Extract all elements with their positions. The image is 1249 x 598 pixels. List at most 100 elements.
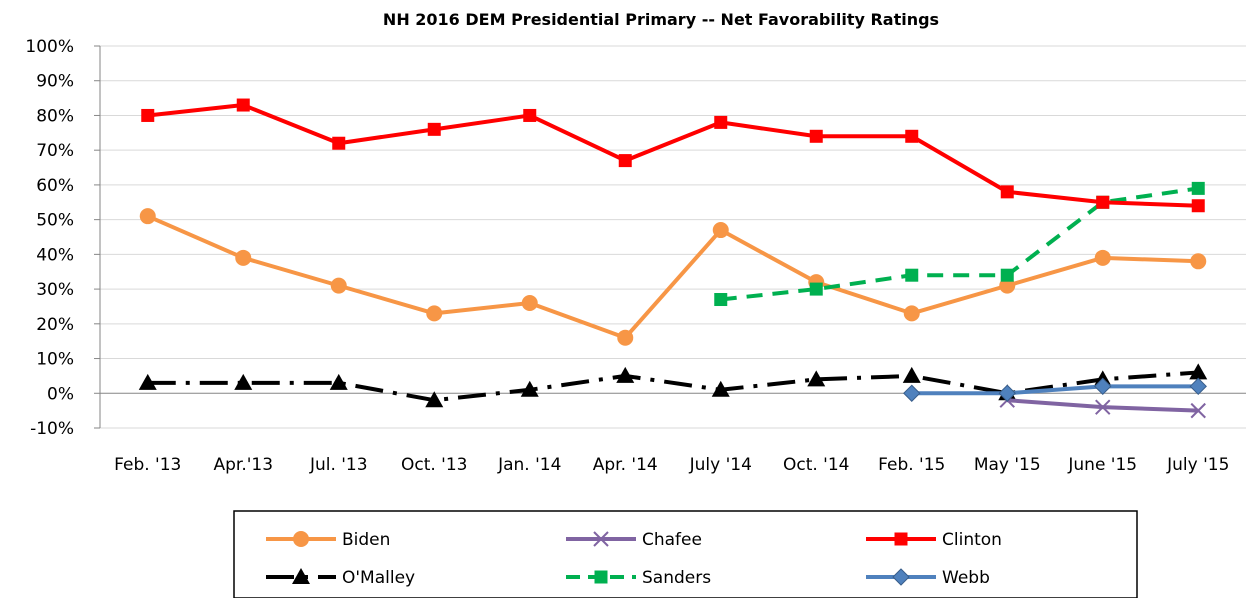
series-line-chafee: [1007, 398, 1199, 413]
x-tick-label: July '14: [689, 455, 752, 475]
legend-marker-omalley: [292, 568, 310, 584]
legend-item-sanders: Sanders: [566, 568, 711, 588]
legend-item-omalley: O'Malley: [266, 568, 415, 588]
data-point-sanders: [905, 268, 919, 282]
data-point-chafee: [1095, 399, 1111, 415]
data-point-webb: [998, 384, 1016, 402]
legend-marker-chafee: [593, 531, 609, 547]
y-axis-ticks: -10% 0% 10% 20% 30% 40% 50% 60% 70% 80% 90% 100%: [25, 37, 74, 439]
data-point-omalley: [711, 380, 730, 397]
data-point-clinton: [523, 108, 537, 122]
y-tick-label: 80%: [36, 106, 74, 126]
data-point-clinton: [1096, 195, 1110, 209]
y-tick-label: 10%: [36, 350, 74, 370]
data-point-biden: [139, 208, 156, 225]
legend-label: Clinton: [942, 530, 1002, 550]
series-line-biden: [146, 214, 1199, 340]
x-tick-label: July '15: [1166, 455, 1229, 475]
data-point-sanders: [714, 293, 728, 307]
legend-label: O'Malley: [342, 568, 415, 588]
data-point-clinton: [1191, 199, 1205, 213]
series-omalley: [138, 363, 1208, 408]
chart-title: NH 2016 DEM Presidential Primary -- Net …: [383, 10, 939, 29]
data-point-chafee: [1190, 402, 1206, 419]
data-point-omalley: [1189, 363, 1208, 380]
legend-marker-sanders: [594, 570, 608, 584]
series-group: [138, 98, 1208, 419]
legend-marker-webb: [892, 568, 910, 586]
y-tick-label: 100%: [25, 37, 74, 57]
data-point-webb: [903, 384, 921, 402]
y-tick-label: 30%: [36, 280, 74, 300]
legend-item-chafee: Chafee: [566, 530, 702, 550]
data-point-omalley: [616, 366, 635, 383]
y-tick-label: -10%: [30, 419, 74, 439]
series-line-omalley: [147, 370, 1199, 403]
legend: Biden Chafee Clinton O'Malley Sanders Webb: [233, 510, 1138, 598]
x-tick-label: Oct. '13: [401, 455, 468, 475]
data-point-biden: [330, 277, 347, 294]
legend-label: Biden: [342, 530, 390, 550]
y-tick-label: 50%: [36, 211, 74, 231]
series-chafee: [999, 392, 1206, 419]
y-tick-label: 0%: [47, 384, 74, 404]
data-point-clinton: [332, 136, 346, 150]
y-tick-label: 60%: [36, 176, 74, 196]
data-point-biden: [1190, 253, 1207, 270]
y-tick-label: 70%: [36, 141, 74, 161]
legend-item-clinton: Clinton: [866, 530, 1002, 550]
x-tick-label: Apr. '14: [593, 455, 658, 475]
data-point-sanders: [1191, 181, 1205, 195]
data-point-biden: [903, 305, 920, 322]
x-tick-label: May '15: [974, 455, 1041, 475]
data-point-clinton: [618, 154, 632, 168]
legend-item-biden: Biden: [266, 530, 390, 550]
series-line-sanders: [720, 186, 1199, 302]
legend-item-webb: Webb: [866, 568, 990, 588]
data-point-sanders: [809, 282, 823, 296]
gridlines: [100, 45, 1246, 429]
data-point-clinton: [1000, 185, 1014, 199]
data-point-omalley: [329, 373, 348, 390]
legend-marker-clinton: [894, 532, 908, 546]
x-axis-ticks: Feb. '13 Apr.'13 Jul. '13 Oct. '13 Jan. '14 A…: [114, 455, 1229, 475]
data-point-sanders: [1000, 268, 1014, 282]
series-sanders: [714, 181, 1205, 307]
data-point-clinton: [905, 129, 919, 143]
x-tick-label: Jan. '14: [497, 455, 561, 475]
x-tick-label: Apr.'13: [213, 455, 273, 475]
data-point-webb: [1189, 377, 1207, 396]
data-point-omalley: [807, 370, 826, 387]
series-line-webb: [911, 384, 1199, 396]
data-point-clinton: [714, 115, 728, 129]
y-tick-label: 90%: [36, 72, 74, 92]
data-point-omalley: [520, 380, 539, 397]
data-point-clinton: [236, 98, 250, 112]
legend-label: Sanders: [642, 568, 711, 588]
data-point-biden: [521, 294, 538, 311]
x-tick-label: Jul. '13: [309, 455, 368, 475]
data-point-biden: [617, 329, 634, 346]
data-point-webb: [1094, 377, 1112, 396]
legend-box: [233, 510, 1138, 598]
data-point-biden: [1094, 249, 1111, 266]
data-point-biden: [712, 222, 729, 239]
legend-marker-biden: [293, 531, 309, 547]
data-point-clinton: [141, 108, 155, 122]
data-point-omalley: [234, 373, 253, 390]
data-point-biden: [426, 305, 443, 322]
data-point-biden: [235, 249, 252, 266]
data-point-omalley: [425, 391, 444, 408]
data-point-omalley: [902, 366, 921, 383]
series-biden: [139, 208, 1207, 346]
series-clinton: [141, 98, 1205, 213]
series-line-clinton: [147, 103, 1199, 208]
legend-label: Webb: [942, 568, 990, 588]
data-point-omalley: [138, 373, 157, 390]
x-tick-label: June '15: [1067, 455, 1137, 475]
x-tick-label: Oct. '14: [783, 455, 850, 475]
x-tick-label: Feb. '13: [114, 455, 181, 475]
data-point-clinton: [427, 122, 441, 136]
axes: [94, 45, 1246, 429]
